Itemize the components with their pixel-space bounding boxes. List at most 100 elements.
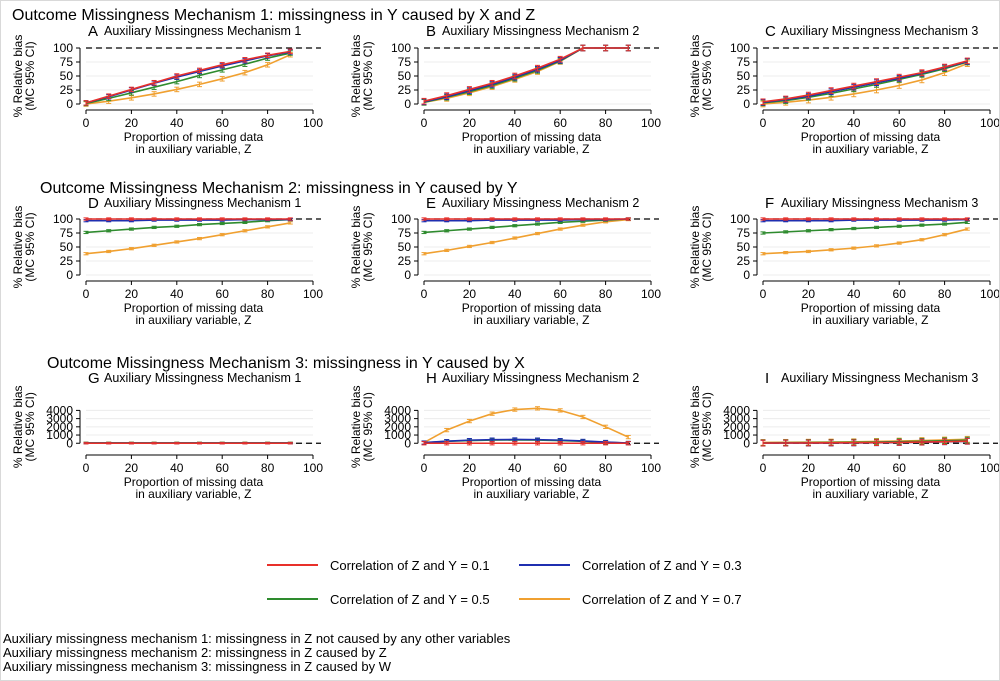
panel-a-line-corr-0-7 <box>85 53 291 105</box>
legend-item-corr-0-5: Correlation of Z and Y = 0.5 <box>267 592 490 607</box>
panel-a-xlabel-line-1: Proportion of missing data <box>124 130 264 144</box>
legend-item-corr-0-7: Correlation of Z and Y = 0.7 <box>519 592 742 607</box>
panel-c-title: Auxiliary Missingness Mechanism 3 <box>781 24 978 38</box>
panel-b-errbar-corr-0-1-50 <box>535 64 540 72</box>
panel-d-errbar-corr-0-1-10 <box>106 217 112 221</box>
panel-c-line-corr-0-5 <box>762 61 968 104</box>
panel-f-xlabel-line-1: Proportion of missing data <box>801 301 941 315</box>
panel-c-series-corr-0-1 <box>760 57 970 106</box>
panel-i-errbar-corr-0-1-70 <box>919 438 925 446</box>
panel-i-letter: I <box>765 370 769 387</box>
panel-b-line-corr-0-1 <box>423 47 629 102</box>
panel-h-errbar-corr-0-1-30 <box>489 441 495 446</box>
panel-f-errbar-corr-0-7-50 <box>874 244 879 248</box>
panel-b-ytick-label-1: 25 <box>398 83 412 97</box>
panel-c-errbar-corr-0-1-30 <box>828 87 834 94</box>
row-title-1: Outcome Missingness Mechanism 1: missing… <box>12 7 535 24</box>
panel-d-xlabel-line-2: in auxiliary variable, Z <box>135 313 251 327</box>
panel-a-errbar-corr-0-1-0 <box>83 100 89 106</box>
legend-label-corr-0-3: Correlation of Z and Y = 0.3 <box>582 558 742 573</box>
panel-i-ytick-label-0: 0 <box>743 436 750 450</box>
panel-e-ytick-label-0: 0 <box>404 268 411 282</box>
legend-label-corr-0-7: Correlation of Z and Y = 0.7 <box>582 592 742 607</box>
panel-a-errbar-corr-0-1-80 <box>265 52 271 59</box>
panel-e-ylabel-line-2: (MC 95% CI) <box>361 212 375 281</box>
panel-h-xtick-label-4: 80 <box>599 461 613 475</box>
panel-d-errbar-corr-0-5-20 <box>128 227 134 231</box>
panel-g-xtick-label-3: 60 <box>216 461 230 475</box>
panel-e-errbar-corr-0-1-60 <box>557 217 563 221</box>
panel-f-errbar-corr-0-5-80 <box>942 222 948 226</box>
panel-f-errbar-corr-0-1-40 <box>851 217 857 221</box>
panel-d-errbar-corr-0-5-30 <box>151 225 157 230</box>
panel-d-ylabel-line-2: (MC 95% CI) <box>23 212 37 281</box>
panel-d-errbar-corr-0-7-10 <box>106 249 112 254</box>
panel-h-xlabel-line-2: in auxiliary variable, Z <box>473 487 589 501</box>
panel-a-errbar-corr-0-1-40 <box>174 73 180 79</box>
panel-b-errbar-corr-0-1-10 <box>444 92 450 99</box>
panel-f-xlabel-line-2: in auxiliary variable, Z <box>812 313 928 327</box>
panel-b-errbar-corr-0-1-40 <box>512 72 518 80</box>
panel-d-xtick-label-1: 20 <box>125 287 139 301</box>
panel-h-errbar-corr-0-7-20 <box>466 418 472 424</box>
panel-c-xtick-label-4: 80 <box>938 116 952 130</box>
panel-c-errbar-corr-0-1-10 <box>783 95 789 103</box>
panel-c-errbar-corr-0-1-90 <box>964 57 970 65</box>
panel-h-xtick-label-1: 20 <box>463 461 477 475</box>
panel-a-ytick-label-3: 75 <box>60 55 74 69</box>
panel-g-errbar-corr-0-1-90 <box>287 442 293 445</box>
panel-i-title: Auxiliary Missingness Mechanism 3 <box>781 371 978 385</box>
panel-d-ytick-label-2: 50 <box>60 240 74 254</box>
panel-e-ytick-label-2: 50 <box>398 240 412 254</box>
panel-f-ytick-label-1: 25 <box>737 254 751 268</box>
panel-f-ytick-label-2: 50 <box>737 240 751 254</box>
panel-c-xtick-label-1: 20 <box>802 116 816 130</box>
panel-f-errbar-corr-0-5-50 <box>874 225 879 230</box>
panel-f-line-corr-0-3 <box>763 218 968 222</box>
panel-i-errbar-corr-0-1-20 <box>805 439 811 447</box>
panel-e-xtick-label-3: 60 <box>554 287 568 301</box>
panel-e-errbar-corr-0-7-70 <box>580 223 586 227</box>
panel-i-xtick-label-2: 40 <box>847 461 861 475</box>
panel-f-errbar-corr-0-7-40 <box>851 246 857 250</box>
panel-b-ylabel-line-1: % Relative bias <box>349 35 363 118</box>
panel-h-series-corr-0-7 <box>421 406 631 445</box>
panel-a-errbar-corr-0-7-80 <box>265 62 271 68</box>
panel-f-errbar-corr-0-1-10 <box>783 217 789 221</box>
panel-f-xtick-label-2: 40 <box>847 287 861 301</box>
panel-g-errbar-corr-0-1-30 <box>151 442 157 445</box>
panel-h-errbar-corr-0-7-80 <box>603 424 609 429</box>
panel-f-ylabel-line-1: % Relative bias <box>688 206 702 289</box>
panel-i-errbar-corr-0-1-0 <box>760 439 766 447</box>
panel-d-errbar-corr-0-5-40 <box>174 224 180 228</box>
panel-i-xtick-label-3: 60 <box>893 461 907 475</box>
panel-a-xtick-label-5: 100 <box>303 116 323 130</box>
panel-a-errbar-corr-0-1-30 <box>151 79 157 86</box>
legend-label-corr-0-1: Correlation of Z and Y = 0.1 <box>330 558 490 573</box>
panel-f-errbar-corr-0-1-20 <box>805 217 811 221</box>
panel-f-errbar-corr-0-1-60 <box>896 217 902 221</box>
panel-e-errbar-corr-0-1-20 <box>466 217 472 221</box>
panel-h-errbar-corr-0-1-50 <box>535 441 540 446</box>
panel-c-ytick-label-4: 100 <box>730 41 750 55</box>
panel-h-line-corr-0-3 <box>423 438 629 444</box>
panel-g-ytick-label-3: 3000 <box>46 412 73 426</box>
panel-c-xtick-label-3: 60 <box>893 116 907 130</box>
panel-e-series-corr-0-1 <box>421 217 631 221</box>
panel-c-errbar-corr-0-1-0 <box>760 98 766 106</box>
panel-f-series-corr-0-7 <box>760 227 970 256</box>
panel-e-title: Auxiliary Missingness Mechanism 2 <box>442 196 639 210</box>
panel-h-title: Auxiliary Missingness Mechanism 2 <box>442 371 639 385</box>
panel-d-letter: D <box>88 195 99 212</box>
panel-d-series-corr-0-7 <box>83 221 293 256</box>
panel-b-xtick-label-1: 20 <box>463 116 477 130</box>
panel-c-xtick-label-2: 40 <box>847 116 861 130</box>
panel-f-errbar-corr-0-7-20 <box>805 249 811 254</box>
panel-a-series-corr-0-1 <box>83 48 293 106</box>
panel-f-series-corr-0-1 <box>760 217 970 221</box>
panel-e-xlabel-line-2: in auxiliary variable, Z <box>473 313 589 327</box>
panel-h-errbar-corr-0-1-80 <box>603 441 609 446</box>
